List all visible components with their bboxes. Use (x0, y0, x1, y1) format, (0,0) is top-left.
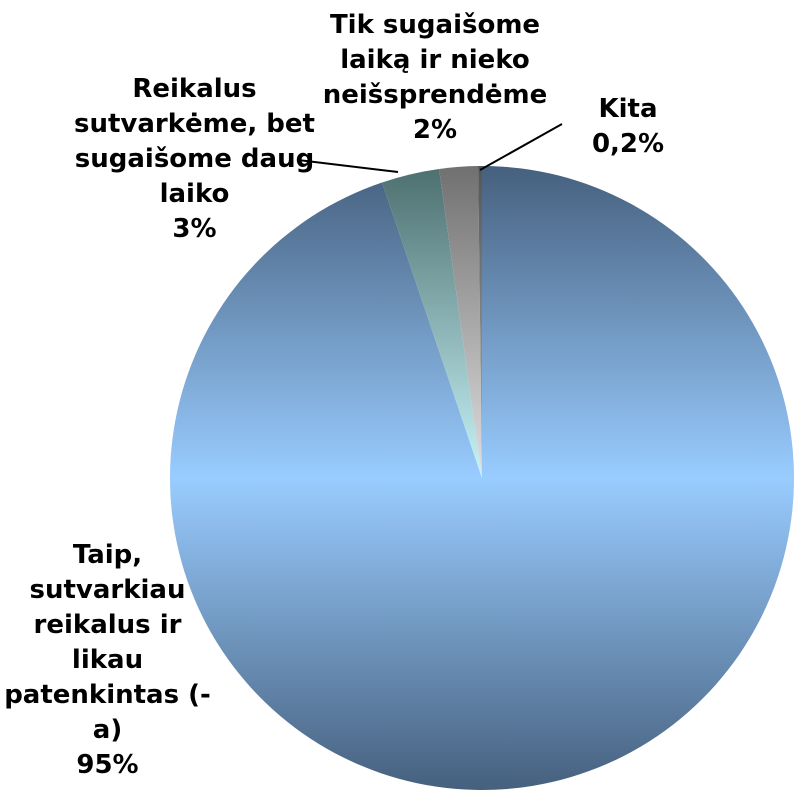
slice-label: Tik sugaišome laiką ir nieko neišsprendė… (305, 8, 565, 148)
pie-slice (382, 168, 482, 479)
value-label: 0,2% (591, 129, 665, 159)
pie-slice (478, 166, 482, 478)
slice-label: Taip, sutvarkiau reikalus ir likau paten… (0, 538, 215, 783)
value-label: 2% (412, 115, 458, 145)
value-label: 3% (172, 214, 217, 244)
slice-label: Reikalus sutvarkėme, bet sugaišome daug … (72, 72, 317, 247)
leader-line (297, 159, 399, 173)
pie-slice (170, 166, 794, 790)
category-label: Kita (598, 94, 658, 124)
category-label: Tik sugaišome laiką ir nieko neišsprendė… (322, 10, 548, 110)
pie-slice (439, 166, 482, 478)
leader-line (479, 123, 563, 171)
category-label: Taip, sutvarkiau reikalus ir likau paten… (4, 540, 211, 745)
value-label: 95% (76, 750, 139, 780)
category-label: Reikalus sutvarkėme, bet sugaišome daug … (74, 74, 315, 209)
slice-label: Kita 0,2% (568, 92, 688, 162)
